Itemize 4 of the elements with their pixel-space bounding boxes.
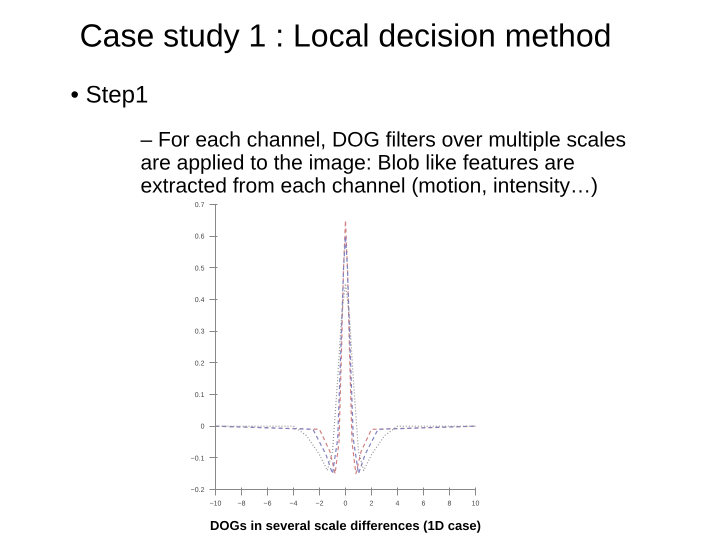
chart-title: Case study 1 : Local decision method xyxy=(80,18,612,54)
text: DOGs in several scale differences (1D case) xyxy=(210,518,481,533)
text: • Step1 xyxy=(70,82,148,108)
text: – For each channel, DOG filters over multiple scales are applied to the image: Blob like features are extracted from each channel (motion, intensity…) xyxy=(140,128,626,198)
